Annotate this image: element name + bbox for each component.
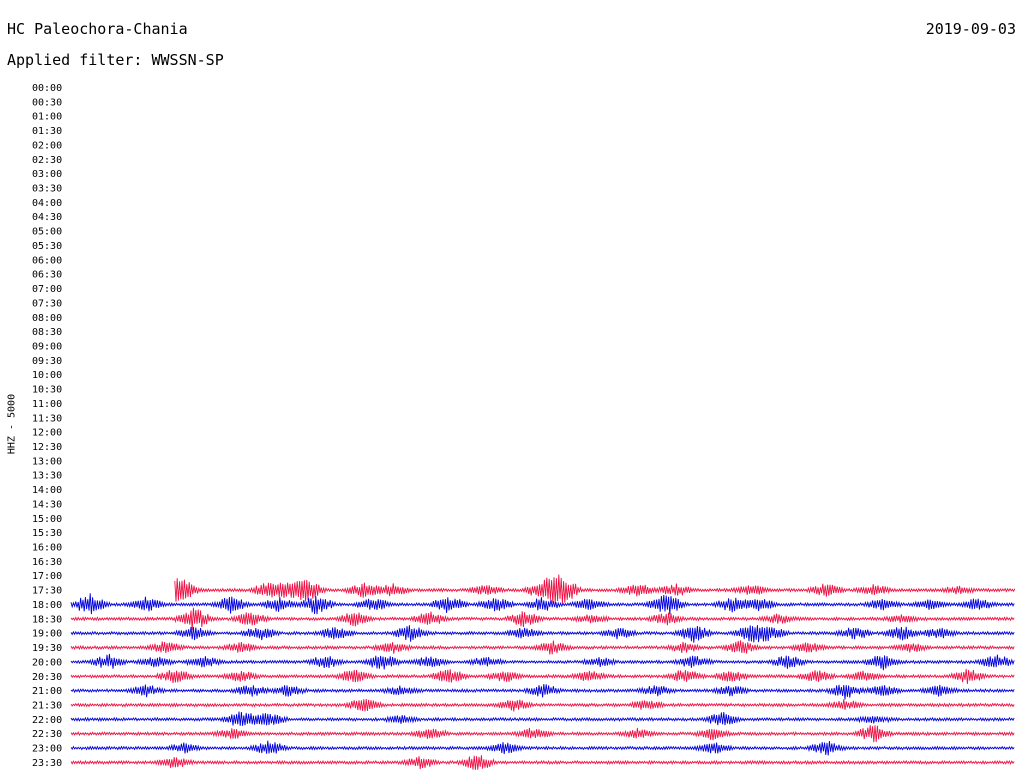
- row-label: 08:30: [32, 327, 62, 338]
- seismic-trace-2000: [70, 653, 1015, 671]
- row-label: 04:30: [32, 212, 62, 223]
- seismic-trace-2300: [70, 740, 1015, 756]
- filter-label: Applied filter: WWSSN-SP: [7, 51, 224, 69]
- row-label: 15:30: [32, 528, 62, 539]
- seismic-trace-1730: [174, 574, 1016, 604]
- row-label: 15:00: [32, 514, 62, 525]
- row-labels: 00:00 00:30 01:00 01:30 02:00 02:30 03:00 03:30…: [32, 83, 62, 769]
- row-label: 23:00: [32, 744, 62, 755]
- row-label: 05:00: [32, 227, 62, 238]
- row-label: 07:30: [32, 298, 62, 309]
- seismic-trace-2200: [70, 711, 1015, 726]
- row-label: 10:00: [32, 370, 62, 381]
- row-label: 07:00: [32, 284, 62, 295]
- row-label: 04:00: [32, 198, 62, 209]
- row-label: 12:00: [32, 428, 62, 439]
- row-label: 11:30: [32, 413, 62, 424]
- row-label: 21:00: [32, 686, 62, 697]
- row-label: 17:30: [32, 586, 62, 597]
- seismic-trace-2130: [70, 699, 1015, 712]
- row-label: 11:00: [32, 399, 62, 410]
- row-label: 06:00: [32, 255, 62, 266]
- station-title: HC Paleochora-Chania: [7, 20, 188, 38]
- row-label: 14:30: [32, 499, 62, 510]
- row-label: 10:30: [32, 385, 62, 396]
- row-label: 08:00: [32, 313, 62, 324]
- seismic-trace-2330: [70, 755, 1015, 770]
- row-label: 16:00: [32, 543, 62, 554]
- record-date: 2019-09-03: [925, 20, 1016, 38]
- row-label: 19:30: [32, 643, 62, 654]
- row-label: 02:30: [32, 155, 62, 166]
- row-label: 21:30: [32, 700, 62, 711]
- row-label: 22:30: [32, 729, 62, 740]
- row-label: 12:30: [32, 442, 62, 453]
- row-label: 14:00: [32, 485, 62, 496]
- row-label: 02:00: [32, 140, 62, 151]
- row-label: 20:00: [32, 657, 62, 668]
- row-label: 18:00: [32, 600, 62, 611]
- traces: [70, 574, 1016, 770]
- row-label: 16:30: [32, 557, 62, 568]
- row-label: 18:30: [32, 614, 62, 625]
- row-label: 03:30: [32, 184, 62, 195]
- row-label: 01:30: [32, 126, 62, 137]
- seismic-trace-2100: [70, 683, 1015, 700]
- seismic-trace-1900: [70, 625, 1015, 643]
- row-label: 09:00: [32, 341, 62, 352]
- row-label: 05:30: [32, 241, 62, 252]
- seismic-trace-2230: [70, 725, 1015, 743]
- row-label: 13:00: [32, 456, 62, 467]
- row-label: 09:30: [32, 356, 62, 367]
- row-label: 17:00: [32, 571, 62, 582]
- seismic-trace-1930: [70, 640, 1015, 655]
- seismic-trace-1830: [70, 607, 1015, 630]
- seismic-trace-1800: [70, 593, 1015, 615]
- row-label: 22:00: [32, 715, 62, 726]
- row-label: 06:30: [32, 270, 62, 281]
- row-label: 00:00: [32, 83, 62, 94]
- row-label: 13:30: [32, 471, 62, 482]
- row-label: 01:00: [32, 112, 62, 123]
- row-label: 19:00: [32, 629, 62, 640]
- row-label: 00:30: [32, 97, 62, 108]
- row-label: 20:30: [32, 672, 62, 683]
- seismic-trace-2030: [70, 668, 1015, 685]
- row-label: 03:00: [32, 169, 62, 180]
- row-label: 23:30: [32, 758, 62, 769]
